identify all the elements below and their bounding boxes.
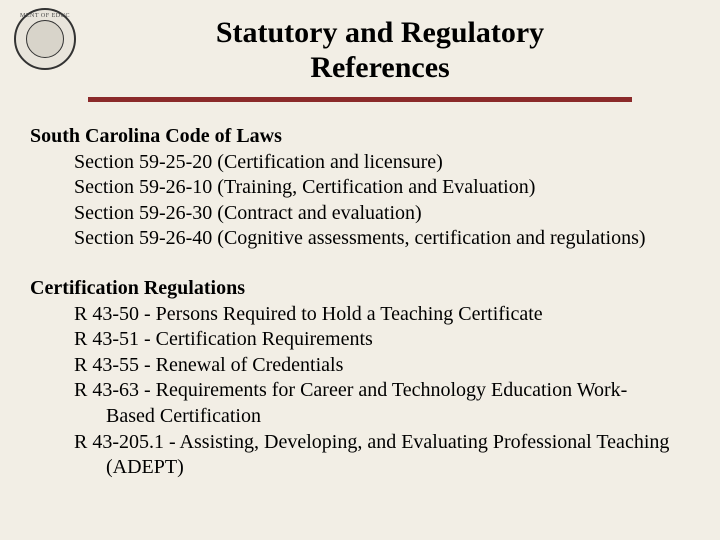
list-item-continuation: (ADEPT) [74, 455, 690, 481]
list-item: R 43-50 - Persons Required to Hold a Tea… [74, 302, 690, 328]
title-line-1: Statutory and Regulatory [80, 16, 680, 51]
list-item: R 43-63 - Requirements for Career and Te… [74, 378, 690, 404]
title-line-2: References [80, 51, 680, 86]
list-item: R 43-51 - Certification Requirements [74, 327, 690, 353]
section-header-regulations: Certification Regulations [30, 276, 690, 302]
list-item-continuation: Based Certification [74, 404, 690, 430]
section-header-laws: South Carolina Code of Laws [30, 124, 690, 150]
body-content: South Carolina Code of Laws Section 59-2… [0, 102, 720, 481]
list-item: Section 59-26-30 (Contract and evaluatio… [74, 201, 690, 227]
list-item: R 43-55 - Renewal of Credentials [74, 353, 690, 379]
laws-list: Section 59-25-20 (Certification and lice… [30, 150, 690, 252]
page-title: Statutory and Regulatory References [0, 0, 720, 85]
list-item: R 43-205.1 - Assisting, Developing, and … [74, 430, 690, 456]
department-seal: MENT OF EDUC [14, 8, 76, 70]
list-item: Section 59-25-20 (Certification and lice… [74, 150, 690, 176]
regulations-list: R 43-50 - Persons Required to Hold a Tea… [30, 302, 690, 481]
list-item: Section 59-26-10 (Training, Certificatio… [74, 175, 690, 201]
list-item: Section 59-26-40 (Cognitive assessments,… [74, 226, 690, 252]
